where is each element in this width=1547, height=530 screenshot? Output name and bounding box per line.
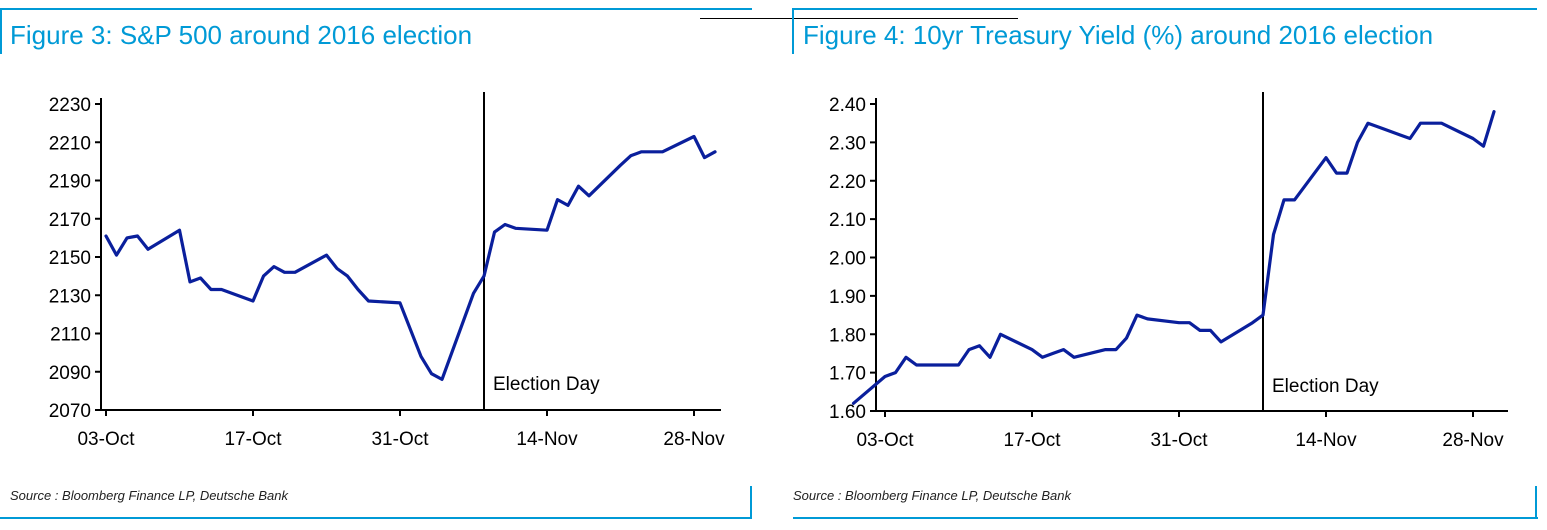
x-tick-label: 31-Oct xyxy=(371,429,429,450)
y-tick-label: 2.30 xyxy=(829,133,866,154)
sp500-figure-panel: Figure 3: S&P 500 around 2016 election 2… xyxy=(0,0,760,530)
treasury-chart: 2.40 2.30 2.20 2.10 2.00 1.90 1.80 1.70 1.60 03-O… xyxy=(829,92,1508,451)
y-tick-label: 2.20 xyxy=(829,172,866,193)
x-tick-label: 17-Oct xyxy=(224,429,282,450)
x-tick-label: 14-Nov xyxy=(516,429,578,450)
source-note: Source : Bloomberg Finance LP, Deutsche … xyxy=(10,488,288,503)
y-tick-label: 2.40 xyxy=(829,95,866,116)
y-tick-label: 2150 xyxy=(49,248,91,269)
y-tick-label: 1.70 xyxy=(829,364,866,385)
series-line xyxy=(851,110,1496,405)
y-tick-label: 1.90 xyxy=(829,287,866,308)
y-tick-label: 2090 xyxy=(49,363,91,384)
y-tick-label: 2230 xyxy=(49,95,91,116)
x-tick-label: 03-Oct xyxy=(77,429,135,450)
x-tick-label: 14-Nov xyxy=(1295,430,1357,451)
y-tick-label: 2170 xyxy=(49,210,91,231)
x-tick-label: 31-Oct xyxy=(1150,430,1208,451)
x-tick-label: 28-Nov xyxy=(663,429,725,450)
election-day-label: Election Day xyxy=(1272,376,1379,397)
series-line xyxy=(104,134,717,381)
y-tick-label: 2190 xyxy=(49,172,91,193)
title-rule-side xyxy=(0,8,2,54)
source-note: Source : Bloomberg Finance LP, Deutsche … xyxy=(793,488,1071,503)
title-rule xyxy=(792,8,1537,10)
y-tick-label: 2210 xyxy=(49,133,91,154)
y-tick-label: 2.00 xyxy=(829,249,866,270)
bottom-rule xyxy=(0,517,752,519)
bottom-rule xyxy=(793,517,1538,519)
title-rule xyxy=(0,8,752,10)
bottom-rule-side xyxy=(750,486,752,519)
x-tick-label: 28-Nov xyxy=(1442,430,1504,451)
y-tick-label: 2070 xyxy=(49,401,91,422)
bottom-rule-side xyxy=(1535,486,1537,519)
election-day-label: Election Day xyxy=(493,374,600,395)
chart-title-treasury: Figure 4: 10yr Treasury Yield (%) around… xyxy=(803,20,1434,50)
y-tick-label: 2110 xyxy=(50,325,91,346)
y-tick-label: 2.10 xyxy=(829,210,866,231)
chart-title-sp500: Figure 3: S&P 500 around 2016 election xyxy=(10,20,473,50)
treasury-figure-panel: Figure 4: 10yr Treasury Yield (%) around… xyxy=(785,0,1545,530)
y-tick-label: 1.60 xyxy=(829,402,866,423)
x-tick-label: 03-Oct xyxy=(856,430,914,451)
divider-line xyxy=(700,18,1018,19)
y-tick-label: 1.80 xyxy=(829,325,866,346)
title-rule-side xyxy=(792,8,794,54)
sp500-chart: 2230 2210 2190 2170 2150 2130 2110 2090 2070 03-O… xyxy=(49,92,725,450)
y-tick-label: 2130 xyxy=(49,286,91,307)
x-tick-label: 17-Oct xyxy=(1003,430,1061,451)
